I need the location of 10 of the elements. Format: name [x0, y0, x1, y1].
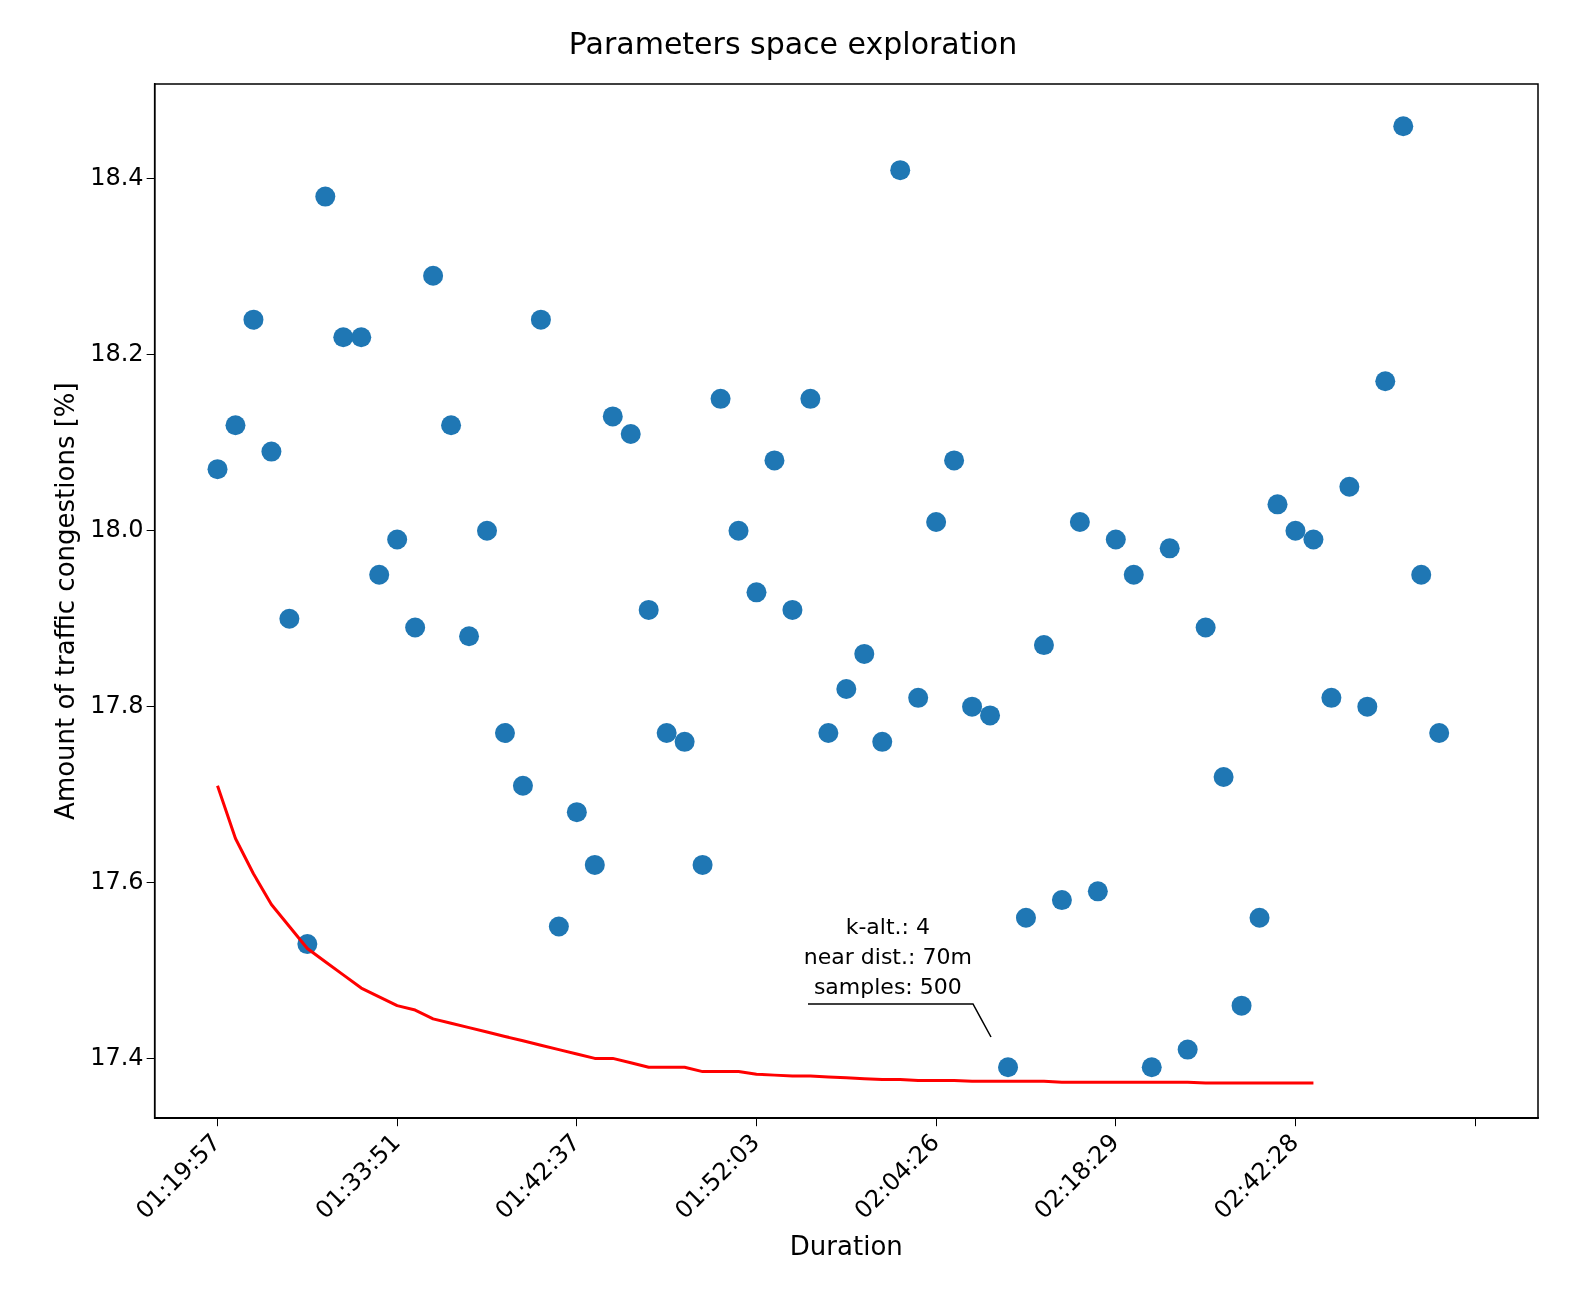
chart-title: Parameters space exploration [568, 25, 1018, 61]
y-tick-label: 18.4 [90, 163, 144, 192]
y-tick-label: 17.4 [90, 1042, 144, 1071]
x-axis-title: Duration [789, 1231, 903, 1262]
y-tick-label: 18.0 [90, 514, 144, 543]
y-tick-label: 17.8 [90, 690, 144, 719]
y-tick-label: 17.6 [90, 866, 144, 895]
y-axis-title: Amount of traffic congestions [%] [50, 382, 81, 820]
annotation: k-alt.: 4 near dist.: 70m samples: 500 [803, 914, 972, 1000]
y-tick-label: 18.2 [90, 339, 144, 368]
